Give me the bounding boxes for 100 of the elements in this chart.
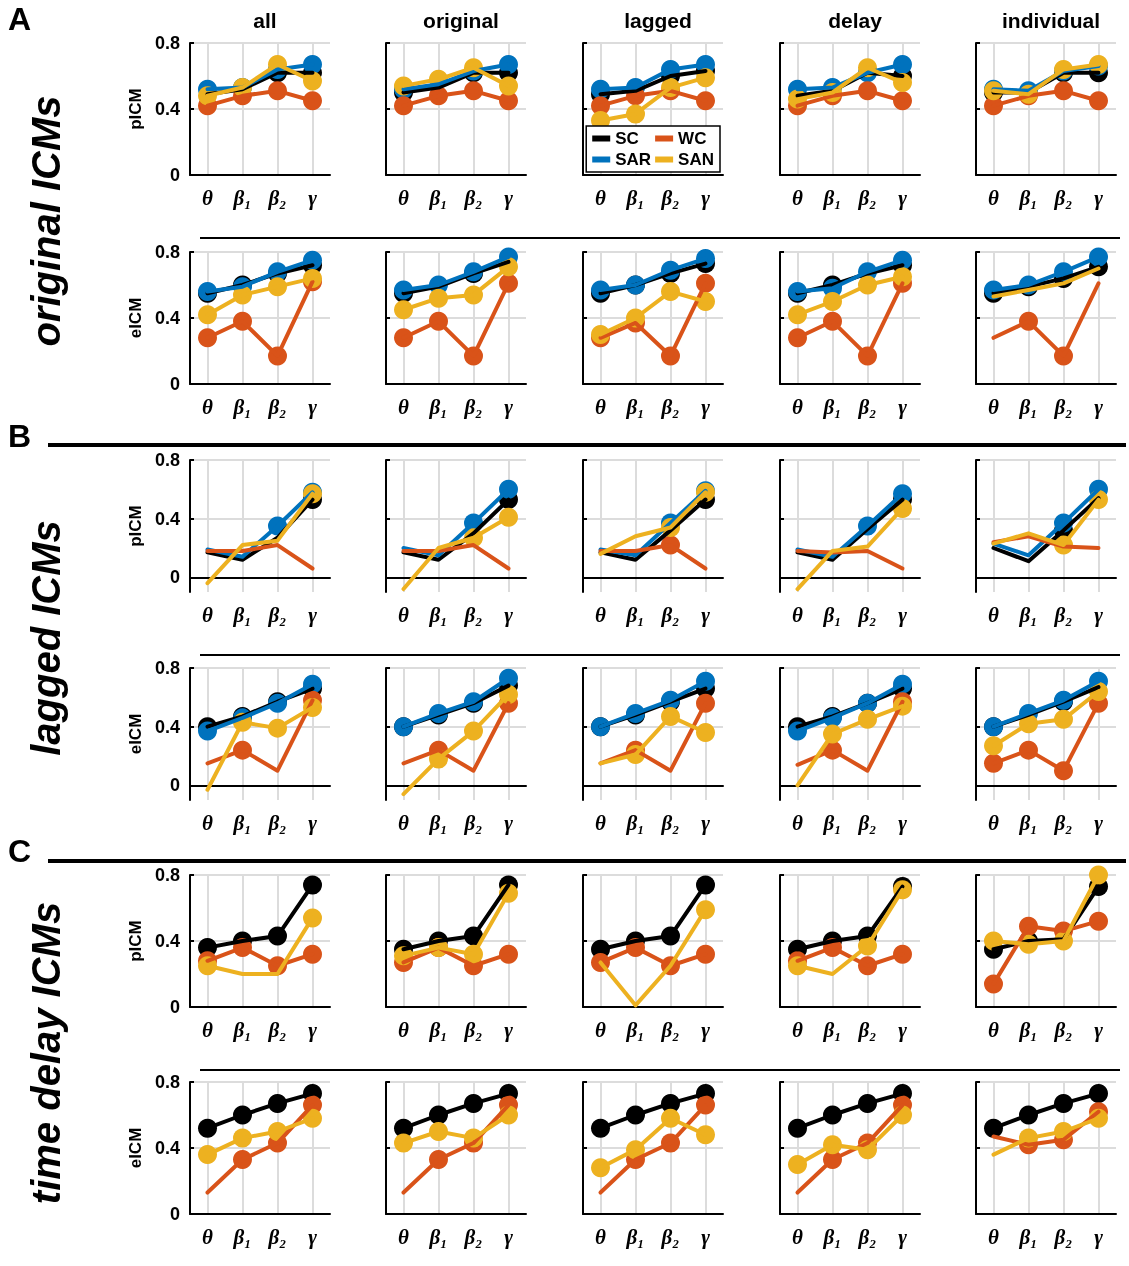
y-axis-title: pICM (126, 920, 145, 962)
x-tick-label: θ (202, 1224, 214, 1249)
x-tick-label: β₁ (822, 1224, 842, 1249)
x-tick-label: β₁ (428, 1017, 448, 1042)
x-tick-label: β₂ (267, 185, 287, 210)
x-tick-label: γ (1094, 185, 1104, 210)
text: C (8, 833, 32, 870)
x-tick-label: γ (1094, 810, 1104, 835)
x-tick-label: β₂ (857, 602, 877, 627)
y-tick-label: 0 (169, 775, 180, 796)
x-tick-label: β₂ (463, 1017, 483, 1042)
x-tick-label: β₁ (428, 185, 448, 210)
legend-label: SAN (678, 150, 715, 169)
x-tick-label: β₁ (822, 602, 842, 627)
legend-label: SC (615, 129, 639, 148)
x-tick-label: θ (988, 1224, 1000, 1249)
x-tick-label: γ (504, 185, 514, 210)
x-tick-label: β₂ (857, 394, 877, 419)
text: time delay ICMs (23, 901, 69, 1205)
x-tick-label: γ (701, 1224, 711, 1249)
x-tick-label: β₁ (232, 1224, 252, 1249)
x-tick-label: β₂ (1053, 602, 1073, 627)
x-tick-label: γ (898, 394, 908, 419)
x-tick-label: θ (398, 602, 410, 627)
x-tick-label: β₁ (822, 1017, 842, 1042)
y-tick-label: 0.8 (154, 658, 180, 678)
x-tick-label: θ (595, 810, 607, 835)
chart-title: delay (828, 9, 883, 32)
x-tick-label: θ (202, 394, 214, 419)
x-tick-label: β₂ (1053, 1017, 1073, 1042)
text: A (8, 1, 32, 38)
y-tick-label: 0 (169, 165, 180, 185)
x-tick-label: γ (701, 394, 711, 419)
x-tick-label: β₁ (428, 394, 448, 419)
x-tick-label: γ (1094, 602, 1104, 627)
x-tick-label: β₁ (428, 1224, 448, 1249)
x-tick-label: γ (898, 1017, 908, 1042)
y-tick-label: 0.4 (154, 308, 180, 328)
x-tick-label: β₂ (463, 810, 483, 835)
x-tick-label: β₁ (625, 1224, 645, 1249)
x-tick-label: β₂ (857, 810, 877, 835)
y-axis-title: eICM (126, 297, 145, 339)
x-tick-label: β₁ (232, 810, 252, 835)
chart-title: original (423, 9, 499, 32)
x-tick-label: β₁ (625, 602, 645, 627)
x-tick-label: β₂ (660, 1224, 680, 1249)
x-tick-label: β₂ (463, 1224, 483, 1249)
x-tick-label: β₁ (625, 1017, 645, 1042)
x-tick-label: β₂ (267, 810, 287, 835)
y-tick-label: 0.4 (154, 931, 180, 951)
x-tick-label: γ (1094, 1017, 1104, 1042)
y-axis-title: pICM (126, 88, 145, 130)
x-tick-label: θ (988, 1017, 1000, 1042)
y-tick-label: 0.8 (154, 242, 180, 262)
x-tick-label: θ (202, 602, 214, 627)
y-tick-label: 0.8 (154, 1072, 180, 1092)
x-tick-label: β₂ (660, 602, 680, 627)
x-tick-label: θ (792, 602, 804, 627)
x-tick-label: β₁ (625, 394, 645, 419)
y-tick-label: 0.4 (154, 508, 180, 529)
x-tick-label: β₂ (1053, 810, 1073, 835)
x-tick-label: γ (1094, 394, 1104, 419)
y-tick-label: 0.4 (154, 1138, 180, 1158)
x-tick-label: θ (988, 602, 1000, 627)
x-tick-label: β₁ (1018, 394, 1038, 419)
text: lagged ICMs (23, 520, 69, 756)
chart-title: lagged (624, 9, 692, 32)
x-tick-label: β₁ (428, 602, 448, 627)
x-tick-label: θ (792, 185, 804, 210)
x-tick-label: γ (308, 394, 318, 419)
x-tick-label: β₁ (232, 394, 252, 419)
x-tick-label: γ (1094, 1224, 1104, 1249)
x-tick-label: θ (398, 810, 410, 835)
y-axis-title: eICM (126, 713, 145, 755)
x-tick-label: β₂ (857, 185, 877, 210)
x-tick-label: γ (504, 1017, 514, 1042)
x-tick-label: γ (308, 602, 318, 627)
x-tick-label: γ (308, 810, 318, 835)
x-tick-label: β₂ (660, 394, 680, 419)
x-tick-label: θ (595, 602, 607, 627)
x-tick-label: β₁ (1018, 810, 1038, 835)
legend-label: SAR (615, 150, 652, 169)
y-axis-title: eICM (126, 1127, 145, 1169)
x-tick-label: β₁ (232, 602, 252, 627)
x-tick-label: γ (504, 602, 514, 627)
x-tick-label: β₁ (625, 185, 645, 210)
x-tick-label: β₂ (463, 394, 483, 419)
y-tick-label: 0.8 (154, 865, 180, 885)
x-tick-label: β₁ (232, 1017, 252, 1042)
x-tick-label: θ (988, 810, 1000, 835)
y-tick-label: 0.8 (154, 450, 180, 470)
x-tick-label: γ (308, 1017, 318, 1042)
x-tick-label: γ (308, 1224, 318, 1249)
x-tick-label: β₂ (267, 394, 287, 419)
x-tick-label: β₂ (1053, 185, 1073, 210)
x-tick-label: β₂ (660, 810, 680, 835)
x-tick-label: θ (595, 185, 607, 210)
x-tick-label: θ (202, 810, 214, 835)
x-tick-label: θ (595, 394, 607, 419)
y-tick-label: 0 (169, 567, 180, 588)
